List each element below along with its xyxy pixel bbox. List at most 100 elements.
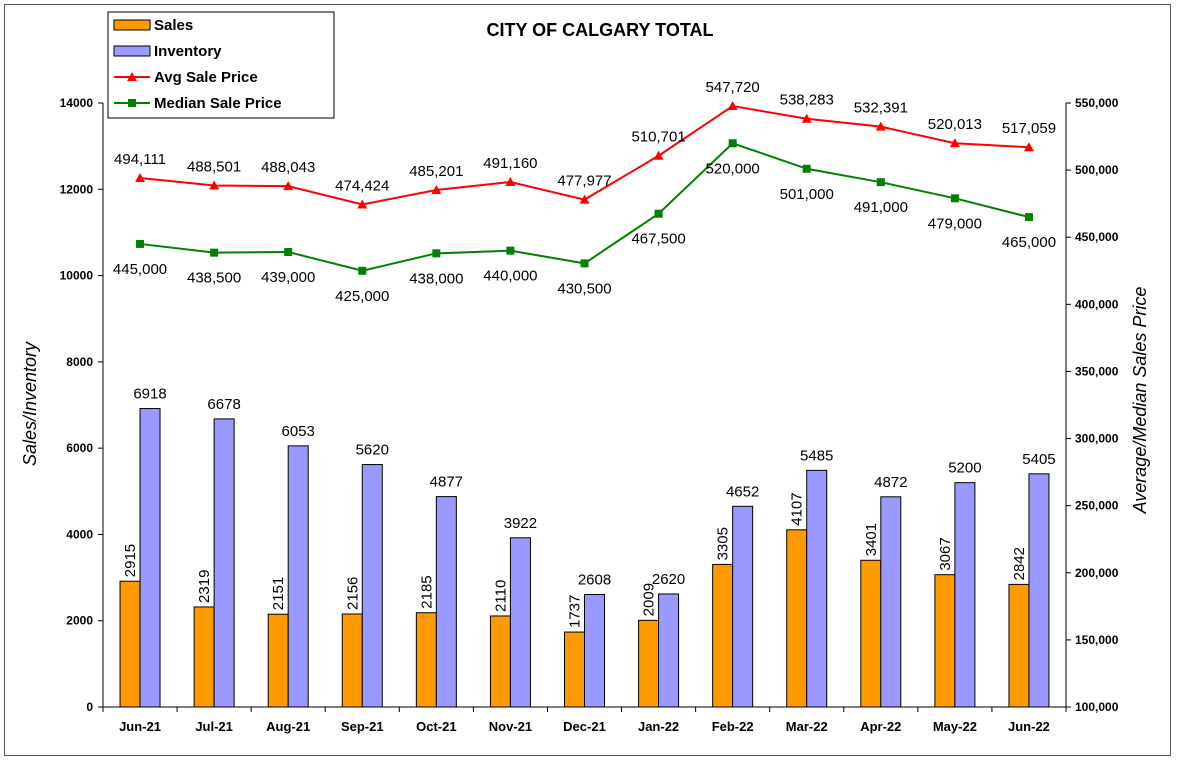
sales-data-label: 4107 <box>789 492 806 525</box>
y-left-tick-label: 10000 <box>60 269 94 283</box>
avg-price-marker <box>801 113 812 123</box>
inventory-data-label: 5620 <box>356 442 389 459</box>
x-tick-label: Dec-21 <box>563 719 606 734</box>
inventory-bar <box>954 482 976 708</box>
avg-price-marker <box>135 173 146 183</box>
sales-data-label: 3067 <box>937 537 954 570</box>
chart-title: CITY OF CALGARY TOTAL <box>486 20 713 40</box>
y-right-tick-label: 100,000 <box>1075 700 1119 714</box>
sales-bar <box>489 615 511 708</box>
avg-price-line <box>139 105 1030 206</box>
avg-price-data-label: 488,501 <box>187 159 241 176</box>
median-price-marker <box>284 247 293 256</box>
median-price-marker <box>358 266 367 275</box>
sales-data-label: 2009 <box>641 583 658 616</box>
legend: Sales Inventory Avg Sale Price Median Sale … <box>107 11 335 119</box>
median-price-marker <box>432 249 441 258</box>
sales-data-label: 2915 <box>122 544 139 577</box>
legend-marker <box>128 99 136 107</box>
sales-data-label: 2110 <box>492 580 509 612</box>
avg-price-marker <box>1023 142 1034 152</box>
legend-entry-label: Avg Sale Price <box>154 69 258 86</box>
y-right-tick-label: 400,000 <box>1075 297 1119 311</box>
y-left-tick-label: 0 <box>86 700 93 714</box>
avg-price-data-label: 485,201 <box>409 163 463 180</box>
median-price-data-label: 467,500 <box>631 231 685 248</box>
median-price-marker <box>876 178 885 187</box>
y-right-tick-label: 150,000 <box>1075 633 1119 647</box>
inventory-bar <box>584 593 605 708</box>
sales-bar <box>934 574 956 708</box>
avg-price-marker <box>357 199 368 209</box>
sales-data-label: 2185 <box>418 575 435 608</box>
median-price-data-label: 479,000 <box>928 215 982 232</box>
median-price-marker <box>580 259 589 268</box>
sales-bar <box>119 580 141 708</box>
inventory-data-label: 5200 <box>948 460 981 477</box>
inventory-data-label: 4652 <box>726 483 759 500</box>
inventory-data-label: 6053 <box>282 423 315 440</box>
inventory-bar <box>435 496 457 708</box>
y-left-tick-label: 2000 <box>66 614 93 628</box>
y-axis-left-title: Sales/Inventory <box>20 341 40 466</box>
median-price-data-label: 491,000 <box>854 199 908 216</box>
median-price-marker <box>506 246 515 255</box>
inventory-data-label: 2620 <box>652 571 685 588</box>
inventory-bar <box>732 505 754 708</box>
legend-swatch <box>113 19 151 31</box>
avg-price-marker <box>875 121 886 131</box>
avg-price-marker <box>579 194 590 204</box>
y-right-tick-label: 200,000 <box>1075 566 1119 580</box>
avg-price-data-label: 547,720 <box>706 79 760 96</box>
inventory-bar <box>287 445 309 708</box>
sales-bar <box>564 631 585 708</box>
median-price-data-label: 445,000 <box>113 261 167 278</box>
y-left-tick-label: 8000 <box>66 355 93 369</box>
x-tick-label: Jun-22 <box>1008 719 1050 734</box>
x-tick-label: Oct-21 <box>416 719 456 734</box>
avg-price-marker <box>431 184 442 194</box>
inventory-data-label: 5405 <box>1022 451 1055 468</box>
avg-price-data-label: 510,701 <box>631 129 685 146</box>
inventory-bar <box>806 469 828 708</box>
median-price-marker <box>802 164 811 173</box>
inventory-bar <box>139 408 161 708</box>
inventory-bar <box>213 418 235 708</box>
y-left-tick-label: 12000 <box>60 182 94 196</box>
y-right-tick-label: 550,000 <box>1075 96 1119 110</box>
median-price-data-label: 501,000 <box>780 186 834 203</box>
x-tick-label: Apr-22 <box>860 719 901 734</box>
avg-price-data-label: 474,424 <box>335 177 389 194</box>
inventory-bar <box>509 537 531 708</box>
sales-bar <box>638 619 660 708</box>
median-price-marker <box>950 194 959 203</box>
inventory-bar <box>361 464 383 708</box>
inventory-bar <box>880 496 902 708</box>
legend-entry-label: Median Sale Price <box>154 95 282 112</box>
sales-bar <box>786 529 808 708</box>
legend-marker <box>127 72 137 81</box>
sales-data-label: 2319 <box>196 570 213 603</box>
median-price-marker <box>654 209 663 218</box>
y-axis-right-title: Average/Median Sales Price <box>1130 287 1150 515</box>
sales-bar <box>415 612 437 708</box>
x-tick-label: Mar-22 <box>786 719 828 734</box>
legend-swatch <box>113 45 151 57</box>
avg-price-marker <box>283 181 294 191</box>
avg-price-marker <box>209 180 220 190</box>
x-tick-label: Sep-21 <box>341 719 384 734</box>
inventory-data-label: 5485 <box>800 447 833 464</box>
avg-price-marker <box>653 150 664 160</box>
sales-data-label: 3305 <box>715 527 732 560</box>
avg-price-data-label: 494,111 <box>114 151 166 168</box>
legend-entry-label: Sales <box>154 17 193 34</box>
avg-price-marker <box>949 138 960 148</box>
inventory-data-label: 3922 <box>504 515 537 532</box>
median-price-data-label: 520,000 <box>706 160 760 177</box>
median-price-data-label: 430,500 <box>557 280 611 297</box>
y-left-tick-label: 6000 <box>66 441 93 455</box>
y-right-tick-label: 300,000 <box>1075 432 1119 446</box>
inventory-data-label: 6918 <box>133 386 166 403</box>
y-left-tick-label: 14000 <box>60 96 94 110</box>
